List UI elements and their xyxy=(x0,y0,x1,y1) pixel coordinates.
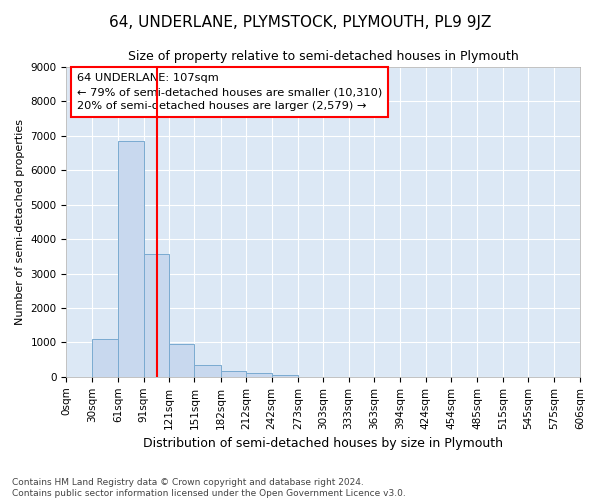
Text: 64, UNDERLANE, PLYMSTOCK, PLYMOUTH, PL9 9JZ: 64, UNDERLANE, PLYMSTOCK, PLYMOUTH, PL9 … xyxy=(109,15,491,30)
Y-axis label: Number of semi-detached properties: Number of semi-detached properties xyxy=(15,119,25,325)
Bar xyxy=(92,339,118,377)
Bar xyxy=(118,141,143,377)
Bar xyxy=(221,371,246,377)
Bar xyxy=(246,374,272,377)
Text: 64 UNDERLANE: 107sqm
← 79% of semi-detached houses are smaller (10,310)
20% of s: 64 UNDERLANE: 107sqm ← 79% of semi-detac… xyxy=(77,73,382,111)
Bar xyxy=(194,365,221,377)
Text: Contains HM Land Registry data © Crown copyright and database right 2024.
Contai: Contains HM Land Registry data © Crown c… xyxy=(12,478,406,498)
X-axis label: Distribution of semi-detached houses by size in Plymouth: Distribution of semi-detached houses by … xyxy=(143,437,503,450)
Title: Size of property relative to semi-detached houses in Plymouth: Size of property relative to semi-detach… xyxy=(128,50,518,63)
Bar xyxy=(143,254,169,377)
Bar xyxy=(272,375,298,377)
Bar xyxy=(169,344,194,377)
